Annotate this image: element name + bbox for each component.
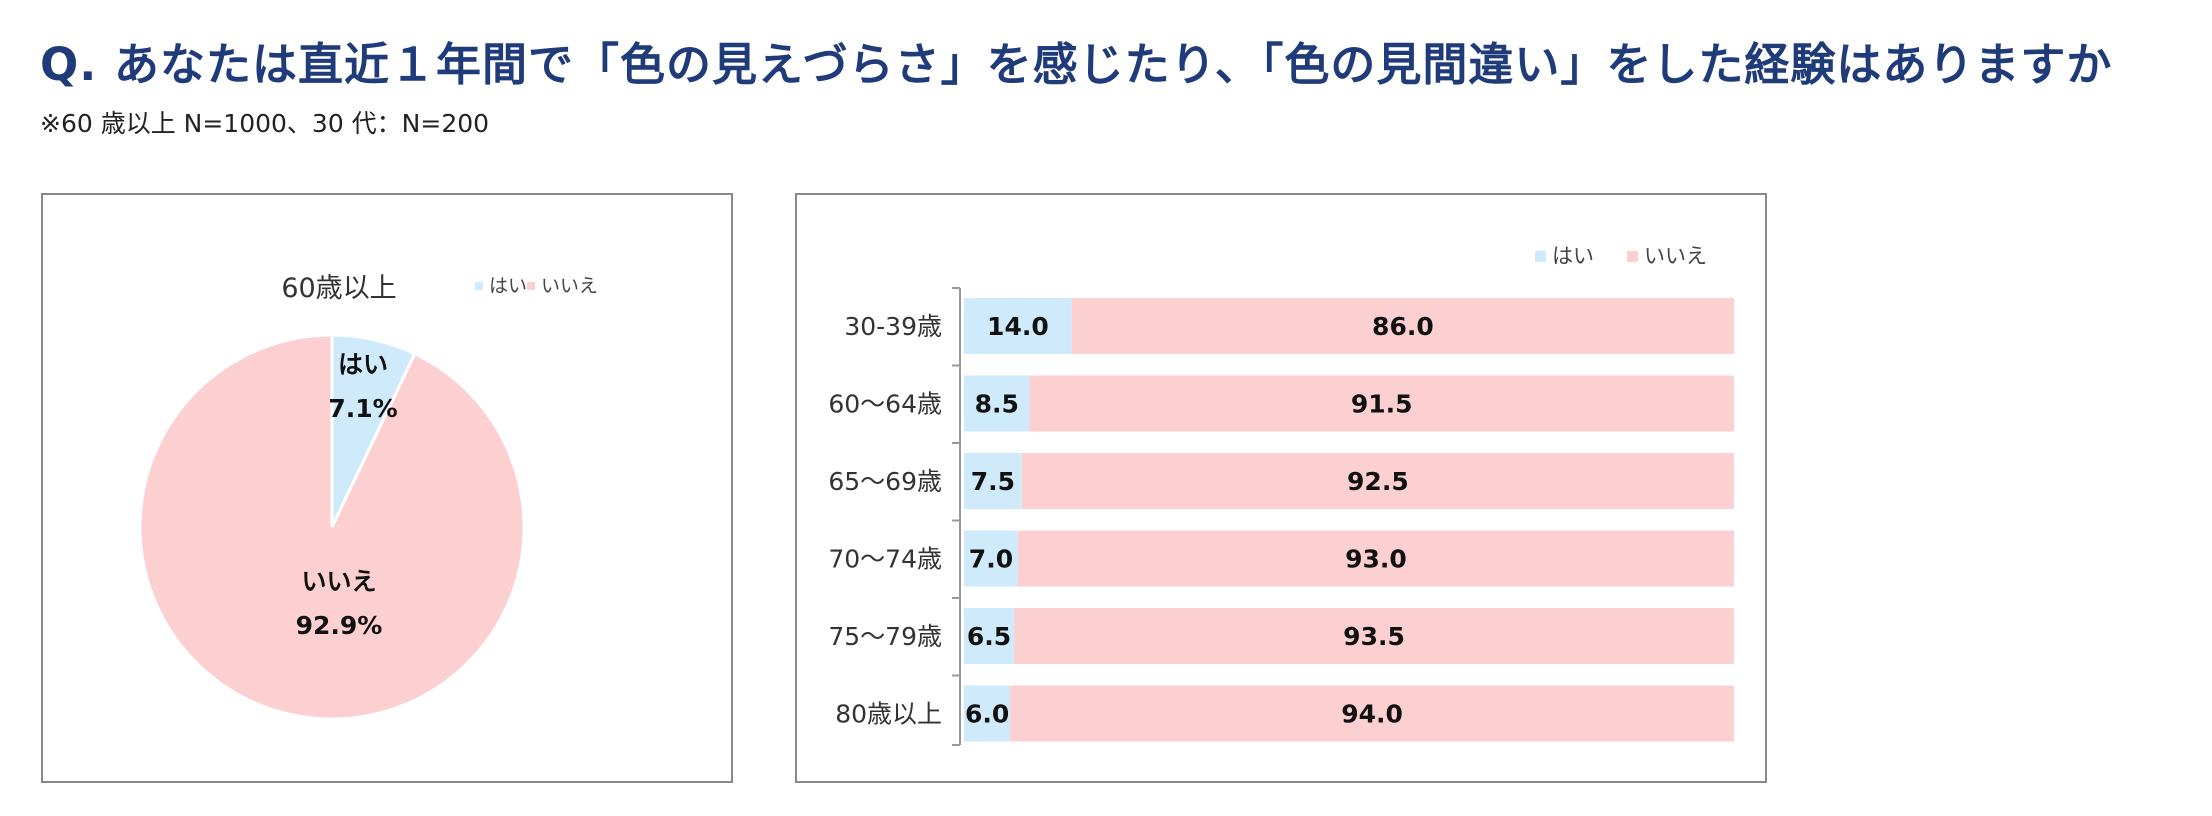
category-label: 70～74歳 — [828, 545, 942, 574]
bar-segment-yes — [964, 453, 1022, 509]
pie-chart-title: 60歳以上 — [281, 273, 396, 304]
bar-value-label: 6.0 — [965, 700, 1009, 729]
bar-value-label: 94.0 — [1341, 700, 1403, 729]
bar-segment-yes — [964, 530, 1018, 587]
bar-segment-no — [1071, 298, 1734, 354]
pie-slice-value: 7.1% — [328, 394, 397, 423]
sample-size-note: ※60 歳以上 N=1000、30 代：N=200 — [40, 109, 490, 138]
legend-swatch-no — [1627, 251, 1638, 262]
bar-value-label: 92.5 — [1347, 467, 1409, 496]
pie-slice-label: はい — [338, 350, 388, 379]
bar-value-label: 7.5 — [971, 467, 1015, 496]
category-label: 80歳以上 — [835, 700, 942, 729]
pie-slice-label: いいえ — [301, 567, 376, 596]
pie-slice-no — [138, 333, 526, 721]
category-label: 65～69歳 — [828, 467, 942, 496]
legend-label: いいえ — [541, 275, 598, 297]
bar-segment-yes — [964, 298, 1072, 354]
bar-value-label: 6.5 — [967, 622, 1011, 651]
bar-segment-no — [1010, 685, 1734, 742]
bar-segment-yes — [964, 375, 1030, 432]
bar-value-label: 8.5 — [975, 390, 1019, 419]
pie-slice-value: 92.9% — [296, 611, 383, 640]
category-label: 75～79歳 — [828, 622, 942, 651]
legend-label: はい — [1552, 244, 1594, 268]
bar-value-label: 86.0 — [1372, 312, 1434, 341]
bar-value-label: 7.0 — [969, 545, 1013, 574]
bar-value-label: 93.0 — [1345, 545, 1407, 574]
page-title: Q. あなたは直近１年間で「色の見えづらさ」を感じたり、「色の見間違い」をした経… — [40, 38, 2113, 91]
legend-label: はい — [489, 275, 527, 297]
stacked-bar-chart: 30-39歳 14.0 86.0 60～64歳 8.5 91.5 65～69歳 7.5 92.5… — [828, 244, 1734, 746]
bar-segment-no — [1017, 530, 1734, 587]
bar-segment-no — [1021, 453, 1734, 509]
bar-segment-no — [1029, 375, 1734, 432]
bar-segment-yes — [964, 608, 1015, 664]
bar-value-label: 14.0 — [987, 312, 1049, 341]
bar-value-label: 93.5 — [1343, 622, 1405, 651]
legend-swatch-yes — [475, 282, 483, 290]
category-label: 30-39歳 — [844, 312, 942, 341]
legend-label: いいえ — [1644, 244, 1707, 268]
pie-chart-panel: はい 7.1% いいえ 92.9% 60歳以上 はい いいえ — [41, 193, 733, 783]
bar-value-label: 91.5 — [1351, 390, 1413, 419]
category-label: 60～64歳 — [828, 390, 942, 419]
bar-segment-no — [1014, 608, 1734, 664]
legend-swatch-no — [527, 282, 535, 290]
bar-segment-yes — [964, 685, 1011, 742]
legend-swatch-yes — [1535, 251, 1546, 262]
bar-chart-panel: 30-39歳 14.0 86.0 60～64歳 8.5 91.5 65～69歳 7.5 92.5… — [795, 193, 1767, 783]
